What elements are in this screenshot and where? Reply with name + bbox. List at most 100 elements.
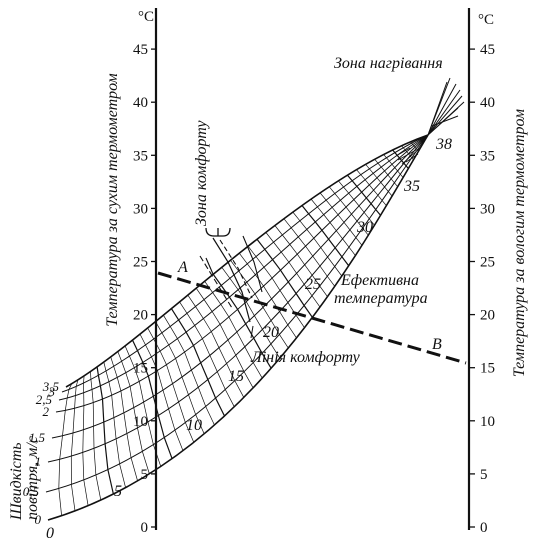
effective-temperature-line xyxy=(329,186,369,236)
right-axis-unit: °C xyxy=(478,12,494,28)
effective-temperature-line xyxy=(117,351,150,475)
speed-label: 1,5 xyxy=(29,430,46,445)
effective-temperature-line xyxy=(374,158,398,187)
left-tick-label: 15 xyxy=(133,361,148,377)
right-tick-label: 5 xyxy=(480,467,488,483)
speed-axis-title-line2: повітря, м/с xyxy=(24,436,41,520)
effective-temperature-line xyxy=(124,345,162,467)
left-tick-label: 5 xyxy=(141,467,149,483)
effective-temperature-line xyxy=(356,169,387,206)
effective-temperature-line xyxy=(292,211,343,277)
speed-label: 3,5 xyxy=(42,379,60,394)
left-tick-label: 35 xyxy=(133,148,148,164)
effective-temperature-label-line2: температура xyxy=(334,290,428,307)
right-tick-label: 10 xyxy=(480,414,495,430)
heating-zone-label: Зона нагрівання xyxy=(334,55,443,72)
point-b-label: B xyxy=(432,336,442,353)
effective-temperature-line xyxy=(179,301,235,407)
effective-temperature-line xyxy=(401,145,414,161)
comfort-line-curve-3 xyxy=(199,255,233,309)
right-temperature-axis: °C 0 5 10 15 20 25 30 35 40 45 Температура за вол… xyxy=(467,8,528,536)
effective-temperature-value: 30 xyxy=(356,219,373,236)
plume-line xyxy=(427,83,457,136)
plume-line xyxy=(427,95,463,136)
comfort-zone-markings xyxy=(199,227,263,339)
speed-label: 1 xyxy=(35,454,42,469)
effective-temperature-line xyxy=(70,379,79,511)
right-tick-label: 15 xyxy=(480,361,495,377)
effective-temperature-line xyxy=(283,218,336,287)
speed-label: 0 xyxy=(35,512,42,527)
effective-temperature-line xyxy=(392,149,409,169)
speed-label: 3 xyxy=(48,384,56,399)
left-axis-title: Температура за сухим термометром xyxy=(104,73,121,327)
comfort-zone-label: Зона комфорту xyxy=(193,120,210,226)
effective-temperature-line xyxy=(274,225,328,297)
effective-temperature-label-line1: Ефективна xyxy=(340,272,419,289)
effective-temperature-line xyxy=(239,252,297,339)
effective-temperature-line xyxy=(256,238,313,318)
comfort-line-curve-2 xyxy=(219,239,253,299)
speed-axis-title-line1: Швидкість xyxy=(8,442,25,521)
effective-temperature-value: 20 xyxy=(263,324,279,341)
effective-temperature-line xyxy=(301,205,350,267)
comfort-tick xyxy=(205,257,214,275)
effective-temperature-line xyxy=(410,141,419,152)
plume-line xyxy=(427,89,461,136)
effective-temperature-line xyxy=(310,198,356,256)
effective-temperature-line xyxy=(139,333,184,451)
effective-temperature-line xyxy=(58,383,73,516)
comfort-line-leader xyxy=(250,325,254,339)
effective-temperature-line xyxy=(147,327,195,443)
right-tick-label: 20 xyxy=(480,308,495,324)
effective-temperature-line xyxy=(103,361,126,488)
effective-temperature-value: 38 xyxy=(435,136,452,153)
right-axis-title: Температура за вологим термометром xyxy=(511,109,528,377)
effective-temperature-line xyxy=(187,294,245,398)
right-tick-label: 0 xyxy=(480,520,488,536)
effective-temperature-line xyxy=(346,174,382,216)
right-tick-label: 25 xyxy=(480,255,495,271)
left-tick-label: 30 xyxy=(133,201,148,217)
effective-temperature-line xyxy=(418,137,424,144)
effective-temperature-line xyxy=(319,192,363,246)
comfort-line-curve-1 xyxy=(212,237,251,323)
effective-temperature-line xyxy=(212,273,272,369)
heating-stipple xyxy=(395,147,421,165)
effective-temperature-line xyxy=(163,315,215,426)
speed-label: 2,5 xyxy=(36,392,53,407)
speed-label: 0,5 xyxy=(23,484,40,499)
effective-temperature-line xyxy=(170,308,226,417)
effective-temperature-line xyxy=(96,366,114,495)
effective-temperature-line xyxy=(221,267,281,359)
left-tick-label: 10 xyxy=(133,414,148,430)
effective-temperature-line xyxy=(82,375,89,506)
effective-temperature-line xyxy=(131,339,173,459)
speed-labels: 0 0,5 1 1,5 22,533,5 xyxy=(23,379,60,527)
effective-temperature-line xyxy=(195,288,254,388)
left-axis-unit: °C xyxy=(138,9,154,25)
left-tick-label: 0 xyxy=(141,520,149,536)
effective-temperature-line xyxy=(204,281,263,379)
right-tick-label: 45 xyxy=(480,42,495,58)
effective-temperature-line xyxy=(155,321,205,435)
effective-temperature-line xyxy=(365,164,393,197)
effective-temperature-value: 35 xyxy=(403,178,420,195)
point-a-label: A xyxy=(177,259,188,276)
left-tick-label: 20 xyxy=(133,308,148,324)
effective-temperature-line xyxy=(265,232,321,308)
effective-temperature-value: 0 xyxy=(46,525,54,542)
speed-label: 2 xyxy=(43,404,50,419)
effective-temperature-line xyxy=(110,356,138,482)
plume-line xyxy=(431,115,459,127)
left-tick-label: 25 xyxy=(133,255,148,271)
effective-temperature-line xyxy=(90,371,102,501)
comfort-line-label: Лінія комфорту xyxy=(250,349,361,366)
line-a-b xyxy=(157,271,467,365)
effective-temperature-value: 5 xyxy=(114,483,122,500)
effective-temperature-value: 15 xyxy=(228,368,244,385)
effective-temperature-line xyxy=(338,180,375,226)
effective-temperature-grid xyxy=(45,134,429,521)
heating-zone-plume xyxy=(395,77,465,165)
